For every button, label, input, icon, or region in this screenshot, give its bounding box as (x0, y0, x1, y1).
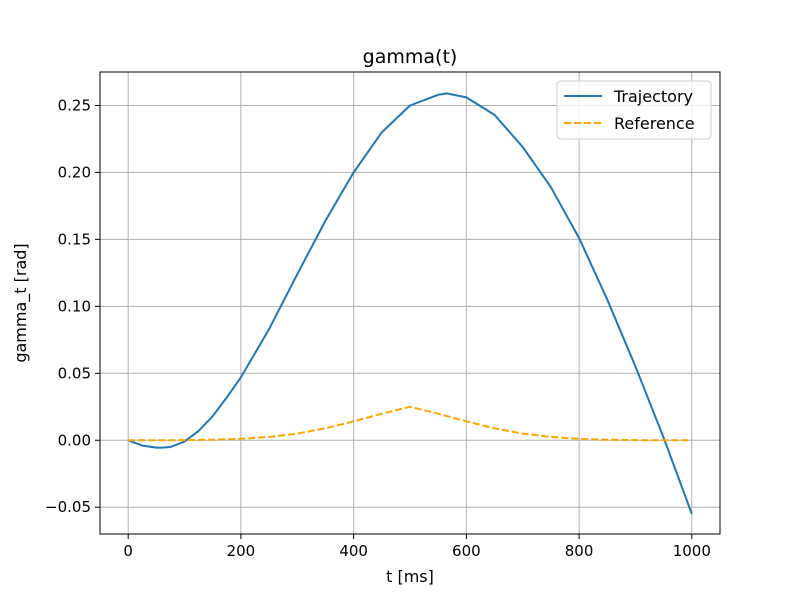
x-tick-label: 400 (339, 542, 368, 560)
x-tick-label: 200 (227, 542, 256, 560)
y-tick-label: 0.00 (58, 431, 91, 449)
series-line-trajectory (127, 92, 693, 515)
y-tick-label: 0.05 (58, 364, 91, 382)
y-tick-label: 0.10 (58, 297, 91, 315)
x-tick-label: 800 (565, 542, 594, 560)
axis-ticks: 0 200 400 600 800 1000 −0.05 0.00 0.05 0.10 0.15 0.… (45, 96, 711, 560)
y-tick-label: −0.05 (45, 498, 91, 516)
legend-label-reference: Reference (614, 114, 695, 133)
legend: Trajectory Reference (556, 80, 712, 140)
chart-title: gamma(t) (363, 46, 458, 68)
x-tick-label: 600 (452, 542, 481, 560)
y-tick-label: 0.20 (58, 163, 91, 181)
y-tick-label: 0.25 (58, 96, 91, 114)
legend-label-trajectory: Trajectory (613, 87, 693, 106)
x-tick-label: 1000 (673, 542, 711, 560)
series-line-reference (128, 405, 692, 442)
plot-series (127, 92, 693, 515)
x-tick-label: 0 (123, 542, 133, 560)
x-axis-label: t [ms] (386, 567, 434, 586)
y-axis-label: gamma_t [rad] (11, 243, 31, 362)
plot-frame (99, 71, 721, 535)
y-tick-label: 0.15 (58, 230, 91, 248)
